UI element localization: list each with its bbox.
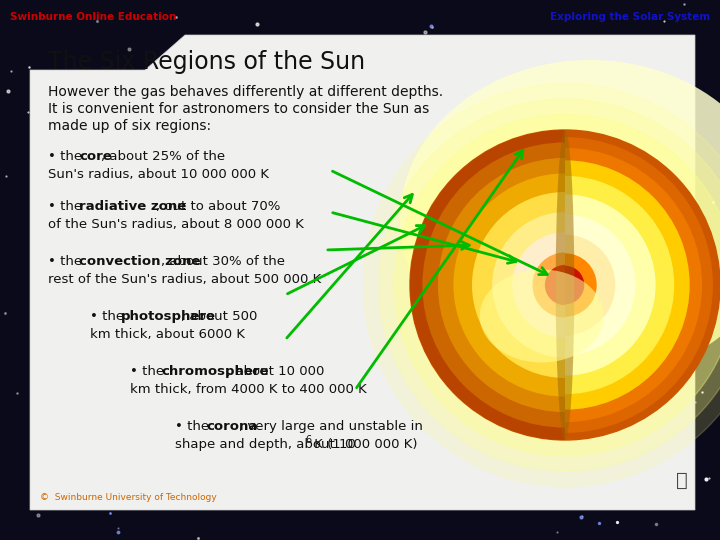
Wedge shape: [472, 192, 565, 378]
Wedge shape: [513, 232, 565, 338]
Text: • the: • the: [175, 420, 213, 433]
Text: • the: • the: [90, 310, 128, 323]
Circle shape: [364, 84, 720, 487]
Text: of the Sun's radius, about 8 000 000 K: of the Sun's radius, about 8 000 000 K: [48, 218, 304, 231]
Wedge shape: [454, 173, 565, 396]
Text: • the: • the: [48, 255, 86, 268]
Circle shape: [379, 99, 720, 471]
Text: However the gas behaves differently at different depths.: However the gas behaves differently at d…: [48, 85, 443, 99]
Text: shape and depth, about 10: shape and depth, about 10: [175, 438, 356, 451]
Polygon shape: [30, 35, 695, 510]
Text: The Six Regions of the Sun: The Six Regions of the Sun: [48, 50, 365, 74]
Text: Swinburne Online Education: Swinburne Online Education: [10, 12, 176, 22]
Text: K (1 000 000 K): K (1 000 000 K): [310, 438, 417, 451]
Text: , about 500: , about 500: [181, 310, 258, 323]
Circle shape: [456, 177, 673, 394]
Text: 6: 6: [305, 435, 311, 445]
Circle shape: [546, 266, 584, 303]
Wedge shape: [533, 252, 565, 318]
Circle shape: [410, 130, 720, 440]
Text: • the: • the: [48, 200, 86, 213]
Text: Sun's radius, about 10 000 000 K: Sun's radius, about 10 000 000 K: [48, 168, 269, 181]
Circle shape: [418, 138, 712, 432]
Text: 🌞: 🌞: [676, 471, 688, 490]
Circle shape: [495, 215, 635, 355]
Text: convection zone: convection zone: [79, 255, 201, 268]
Text: km thick, about 6000 K: km thick, about 6000 K: [90, 328, 245, 341]
Text: • the: • the: [130, 365, 168, 378]
Text: , about 25% of the: , about 25% of the: [101, 150, 225, 163]
Wedge shape: [438, 158, 565, 412]
Text: made up of six regions:: made up of six regions:: [48, 119, 211, 133]
Ellipse shape: [480, 269, 604, 362]
Text: Exploring the Solar System: Exploring the Solar System: [550, 12, 710, 22]
Text: It is convenient for astronomers to consider the Sun as: It is convenient for astronomers to cons…: [48, 102, 429, 116]
Circle shape: [428, 148, 701, 421]
Text: corona: corona: [206, 420, 258, 433]
Text: ©  Swinburne University of Technology: © Swinburne University of Technology: [40, 494, 217, 503]
Wedge shape: [423, 143, 565, 428]
Text: , very large and unstable in: , very large and unstable in: [239, 420, 423, 433]
Text: core: core: [79, 150, 112, 163]
Text: rest of the Sun's radius, about 500 000 K: rest of the Sun's radius, about 500 000 …: [48, 273, 321, 286]
Text: , about 10 000: , about 10 000: [227, 365, 324, 378]
Wedge shape: [545, 265, 565, 305]
Ellipse shape: [556, 130, 575, 440]
Text: , out to about 70%: , out to about 70%: [156, 200, 280, 213]
Circle shape: [441, 161, 689, 409]
Text: km thick, from 4000 K to 400 000 K: km thick, from 4000 K to 400 000 K: [130, 383, 366, 396]
Circle shape: [516, 235, 615, 335]
Text: radiative zone: radiative zone: [79, 200, 186, 213]
Ellipse shape: [400, 60, 720, 380]
Circle shape: [475, 195, 655, 375]
Wedge shape: [492, 212, 565, 358]
Text: photosphere: photosphere: [121, 310, 216, 323]
Wedge shape: [410, 130, 565, 440]
Text: chromosphere: chromosphere: [161, 365, 269, 378]
Circle shape: [534, 254, 596, 316]
Text: , about 30% of the: , about 30% of the: [161, 255, 285, 268]
Circle shape: [395, 114, 720, 456]
Text: • the: • the: [48, 150, 86, 163]
